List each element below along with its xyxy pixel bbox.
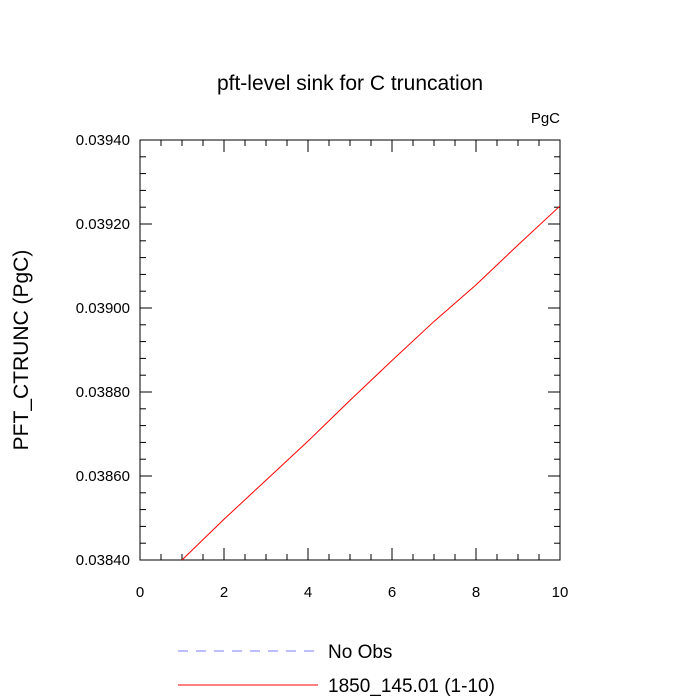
axis-ticks xyxy=(139,139,561,561)
series-line xyxy=(181,205,561,561)
legend-label: 1850_145.01 (1-10) xyxy=(328,676,495,697)
y-tick-label: 0.03860 xyxy=(76,468,130,485)
y-tick-label: 0.03940 xyxy=(76,132,130,149)
x-tick-label: 2 xyxy=(220,584,228,601)
x-tick-label: 0 xyxy=(136,584,144,601)
series-layer xyxy=(181,205,561,561)
y-tick-label: 0.03840 xyxy=(76,552,130,569)
y-tick-label: 0.03900 xyxy=(76,300,130,317)
y-axis-label: PFT_CTRUNC (PgC) xyxy=(10,250,33,451)
plot-frame xyxy=(139,139,561,561)
x-tick-label: 4 xyxy=(304,584,312,601)
axis-tick-labels: 0 2 4 6 8 10 0.03840 0.03860 0.03880 0.03900 0.039… xyxy=(76,132,569,601)
y-tick-label: 0.03920 xyxy=(76,216,130,233)
x-tick-label: 10 xyxy=(552,584,569,601)
legend: No Obs 1850_145.01 (1-10) xyxy=(178,642,495,697)
y-tick-label: 0.03880 xyxy=(76,384,130,401)
legend-label: No Obs xyxy=(328,642,392,663)
x-tick-label: 8 xyxy=(472,584,480,601)
chart-title: pft-level sink for C truncation xyxy=(217,72,483,95)
units-label: PgC xyxy=(531,110,560,127)
x-tick-label: 6 xyxy=(388,584,396,601)
